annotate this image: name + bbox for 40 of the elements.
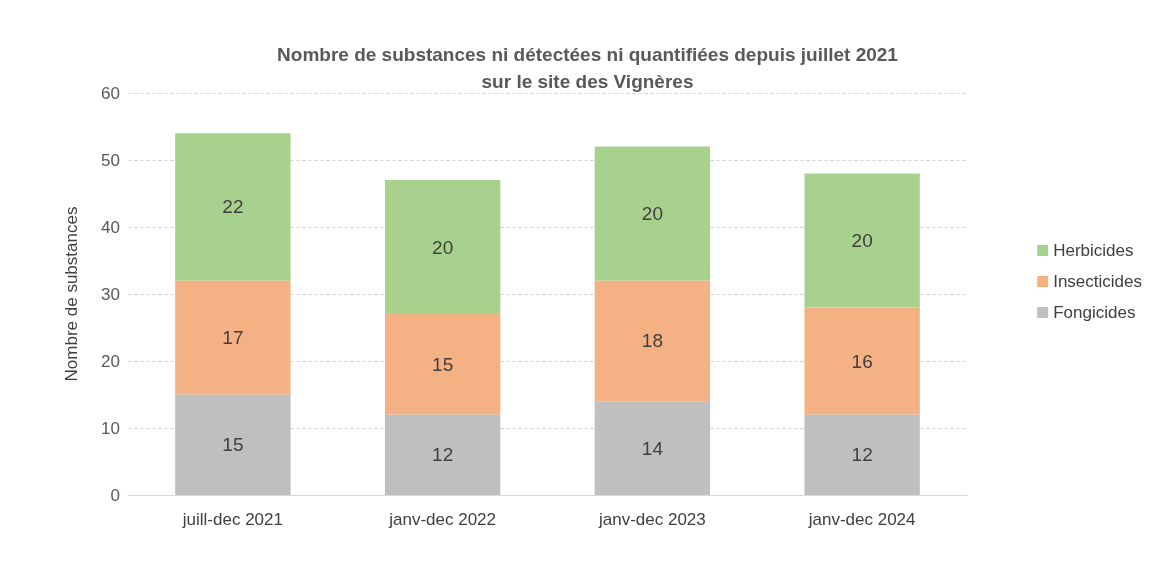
bar	[594, 401, 711, 495]
bar	[594, 146, 711, 281]
x-tick-label: janv-dec 2023	[597, 510, 706, 529]
bar	[175, 133, 291, 281]
legend-label: Insecticides	[1053, 272, 1143, 291]
data-label: 12	[851, 444, 873, 466]
bar	[804, 307, 920, 415]
x-tick-label: juill-dec 2021	[181, 510, 283, 529]
y-tick-label: 40	[101, 217, 120, 237]
data-label: 15	[222, 434, 244, 456]
chart-title: Nombre de substances ni détectées ni quantifiées depuis juillet 2021 sur le site des Vignères	[277, 44, 899, 92]
y-tick-label: 60	[101, 83, 120, 103]
bar	[384, 314, 501, 415]
bar	[175, 280, 291, 395]
bar	[594, 280, 711, 402]
legend-label: Herbicides	[1053, 241, 1134, 260]
data-label: 15	[432, 353, 454, 375]
bar	[384, 180, 501, 315]
bar	[384, 414, 501, 495]
y-axis-title: Nombre de substances	[62, 206, 81, 382]
data-label: 20	[432, 236, 454, 258]
y-tick-label: 30	[101, 284, 120, 304]
legend-label: Fongicides	[1053, 303, 1136, 322]
bar	[175, 394, 291, 495]
data-label: 20	[641, 203, 663, 225]
data-label: 14	[641, 437, 664, 459]
x-tick-label: janv-dec 2024	[807, 510, 916, 529]
data-label: 12	[432, 444, 454, 466]
y-tick-label: 20	[101, 351, 120, 371]
data-label: 17	[222, 327, 244, 349]
data-label: 16	[851, 350, 873, 372]
y-tick-label: 50	[101, 150, 120, 170]
bar	[804, 173, 920, 308]
y-tick-label: 0	[110, 485, 120, 505]
x-tick-label: janv-dec 2022	[388, 510, 497, 529]
data-label: 22	[222, 196, 244, 218]
data-label: 20	[851, 229, 873, 251]
y-tick-label: 10	[101, 418, 120, 438]
bar	[804, 414, 920, 495]
data-label: 18	[641, 330, 663, 352]
